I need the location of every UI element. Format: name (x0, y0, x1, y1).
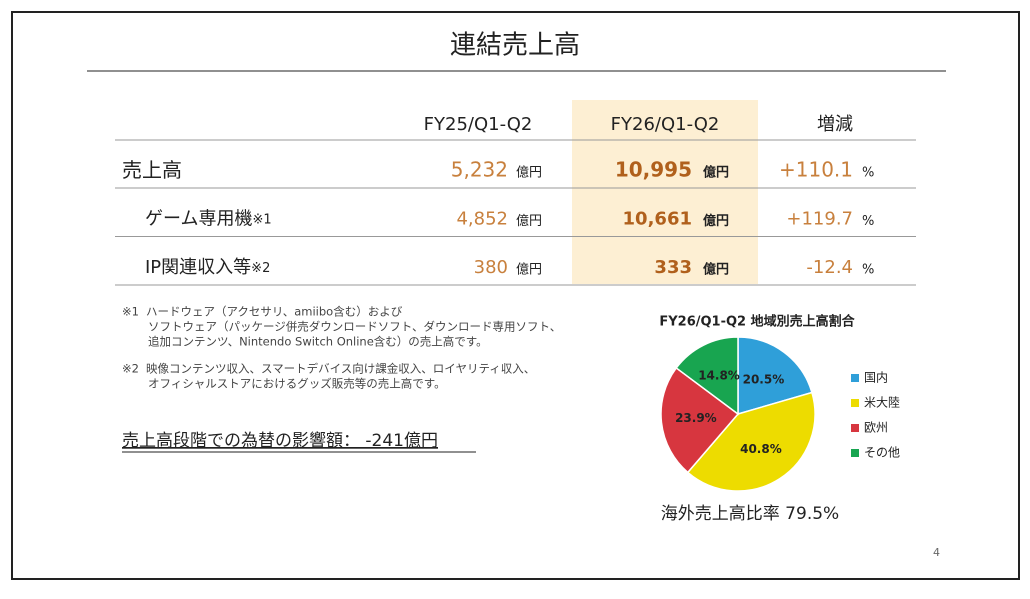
pie-title: FY26/Q1-Q2 地域別売上高割合 (659, 314, 855, 330)
unit: 億円 (703, 262, 729, 278)
row-label-text: IP関連収入等 (145, 257, 251, 278)
legend-label: 米大陸 (864, 396, 900, 410)
unit: 億円 (516, 213, 542, 229)
column-highlight (572, 100, 758, 284)
pie-slice (686, 391, 816, 492)
row-label-text: 売上高 (122, 158, 182, 182)
slide-frame (11, 11, 1020, 580)
column-header: FY26/Q1-Q2 (611, 114, 720, 135)
note-mark: ※2 (122, 362, 139, 376)
pie-slice (660, 366, 740, 474)
slice-label: 40.8% (740, 442, 782, 456)
fy26-value: 10,995 (615, 158, 692, 182)
legend-label: 国内 (864, 371, 888, 385)
fy25-value: 380 (474, 257, 508, 278)
note-line: ソフトウェア（パッケージ併売ダウンロードソフト、ダウンロード専用ソフト、 (148, 320, 561, 334)
legend-swatch (851, 374, 859, 382)
note-line: 追加コンテンツ、Nintendo Switch Online含む）の売上高です。 (148, 335, 488, 349)
column-header: 増減 (817, 114, 853, 135)
fy26-value: 333 (654, 257, 692, 278)
change-value: +119.7 (786, 209, 853, 230)
change-value: +110.1 (779, 158, 853, 182)
slice-label: 14.8% (698, 369, 740, 383)
unit: 億円 (703, 165, 729, 181)
pie-slice (675, 336, 739, 416)
slide-title: 連結売上高 (450, 31, 580, 61)
page-number: 4 (933, 546, 940, 559)
row-label: 売上高 (122, 158, 182, 182)
legend-swatch (851, 424, 859, 432)
unit: 億円 (516, 165, 542, 181)
column-header: FY25/Q1-Q2 (424, 114, 533, 135)
slice-label: 20.5% (743, 373, 785, 387)
note-line: オフィシャルストアにおけるグッズ販売等の売上高です。 (148, 377, 446, 391)
unit: % (862, 214, 874, 229)
fy26-value: 10,661 (623, 209, 692, 230)
unit: % (862, 166, 874, 181)
footnote-mark: ※2 (251, 261, 270, 276)
note-mark: ※1 (122, 305, 139, 319)
row-label: ゲーム専用機※1 (145, 209, 272, 230)
slice-label: 23.9% (675, 411, 717, 425)
legend-label: 欧州 (864, 421, 888, 435)
note-line: 映像コンテンツ収入、スマートデバイス向け課金収入、ロイヤリティ収入、 (146, 362, 535, 376)
legend-swatch (851, 449, 859, 457)
footnote-mark: ※1 (252, 212, 271, 227)
fy25-value: 5,232 (451, 158, 508, 182)
unit: 億円 (516, 262, 542, 278)
overseas-ratio: 海外売上高比率 79.5% (661, 504, 839, 524)
pie-slice (737, 336, 813, 415)
legend-label: その他 (864, 446, 900, 460)
fx-note: 売上高段階での為替の影響額： -241億円 (122, 431, 438, 451)
note-line: ハードウェア（アクセサリ、amiibo含む）および (146, 305, 403, 319)
row-label: IP関連収入等※2 (145, 257, 270, 278)
unit: % (862, 263, 874, 278)
unit: 億円 (703, 213, 729, 229)
row-label-text: ゲーム専用機 (145, 209, 252, 230)
fy25-value: 4,852 (456, 209, 508, 230)
change-value: -12.4 (806, 257, 853, 278)
legend-swatch (851, 399, 859, 407)
